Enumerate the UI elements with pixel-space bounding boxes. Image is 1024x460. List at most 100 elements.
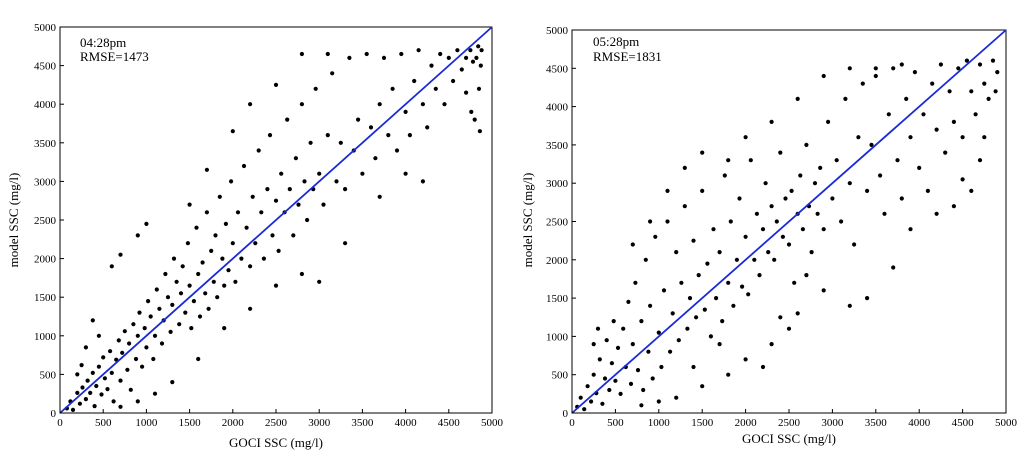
data-point	[865, 296, 870, 301]
data-point	[717, 342, 722, 347]
data-point	[633, 280, 638, 285]
data-point	[676, 338, 681, 343]
data-point	[763, 181, 768, 186]
data-point	[766, 250, 771, 255]
data-point	[869, 142, 874, 147]
data-point	[746, 292, 751, 297]
scatter-points	[64, 44, 484, 412]
data-point	[368, 125, 374, 130]
x-tick-label: 4500	[438, 417, 461, 429]
data-point	[995, 70, 1000, 75]
data-point	[780, 234, 786, 239]
data-point	[217, 194, 222, 199]
data-point	[131, 322, 136, 327]
y-tick-label: 4000	[34, 99, 57, 111]
data-point	[90, 318, 95, 323]
data-point	[626, 299, 631, 304]
data-point	[757, 273, 762, 278]
x-tick-label: 5000	[995, 417, 1018, 429]
data-point	[774, 219, 779, 224]
data-point	[425, 125, 430, 130]
data-point	[595, 326, 601, 331]
data-point	[148, 314, 153, 319]
data-point	[287, 187, 292, 192]
data-point	[293, 156, 298, 161]
data-point	[356, 117, 361, 122]
data-point	[938, 62, 944, 67]
data-point	[752, 257, 757, 262]
y-tick-label: 0	[563, 408, 569, 420]
data-point	[635, 368, 641, 373]
data-point	[674, 395, 679, 400]
data-point	[128, 387, 133, 392]
x-tick-label: 2000	[222, 417, 245, 429]
data-point	[895, 158, 900, 163]
data-point	[99, 392, 104, 397]
y-tick-label: 3000	[546, 178, 569, 190]
data-point	[142, 326, 147, 331]
data-point	[455, 48, 460, 53]
data-point	[670, 311, 675, 316]
x-tick-label: 4000	[395, 417, 418, 429]
data-point	[847, 303, 852, 308]
y-tick-label: 2000	[34, 254, 57, 266]
data-point	[815, 211, 820, 216]
data-point	[665, 219, 670, 224]
data-point	[969, 188, 974, 193]
data-point	[960, 177, 965, 182]
x-tick-label: 0	[569, 417, 575, 429]
data-point	[947, 89, 952, 94]
scatter-panel-0528pm: 0 500 1000 1500 2000 2500 3000 3500 4000 4500 5000…	[520, 25, 1018, 446]
data-point	[925, 188, 931, 193]
data-point	[714, 296, 719, 301]
y-tick-label: 2500	[546, 217, 569, 229]
data-point	[200, 260, 205, 265]
data-point	[591, 372, 596, 377]
data-point	[261, 256, 266, 261]
time-annotation: 04:28pm	[80, 35, 126, 50]
data-point	[899, 196, 904, 201]
data-point	[951, 119, 957, 124]
data-point	[878, 173, 883, 178]
data-point	[700, 150, 705, 155]
data-point	[191, 299, 196, 304]
data-point	[347, 55, 352, 61]
data-point	[818, 165, 823, 170]
data-point	[613, 378, 618, 383]
data-point	[639, 403, 644, 408]
data-point	[230, 129, 235, 134]
data-point	[717, 250, 722, 255]
data-point	[990, 58, 996, 63]
data-point	[618, 391, 623, 396]
data-point	[722, 173, 727, 178]
data-point	[728, 219, 733, 224]
y-tick-label: 1500	[34, 292, 57, 304]
data-point	[960, 135, 965, 140]
data-point	[381, 55, 387, 61]
y-tick-label: 5000	[34, 22, 57, 34]
data-point	[760, 364, 766, 370]
data-point	[248, 306, 253, 311]
data-point	[229, 179, 234, 184]
data-point	[769, 119, 774, 124]
data-point	[209, 248, 214, 253]
data-point	[170, 380, 175, 385]
x-tick-label: 1000	[648, 417, 671, 429]
data-point	[873, 73, 878, 79]
data-point	[621, 326, 626, 331]
data-point	[163, 271, 168, 277]
data-point	[317, 171, 322, 176]
data-point	[241, 163, 247, 169]
data-point	[273, 82, 279, 87]
data-point	[891, 265, 896, 270]
data-point	[687, 296, 693, 301]
data-point	[223, 221, 228, 226]
time-annotation: 05:28pm	[593, 34, 639, 49]
data-point	[873, 66, 878, 71]
data-point	[639, 319, 644, 324]
data-point	[270, 233, 275, 238]
data-point	[600, 401, 605, 406]
data-point	[438, 51, 443, 57]
reference-line-1to1	[59, 26, 493, 414]
